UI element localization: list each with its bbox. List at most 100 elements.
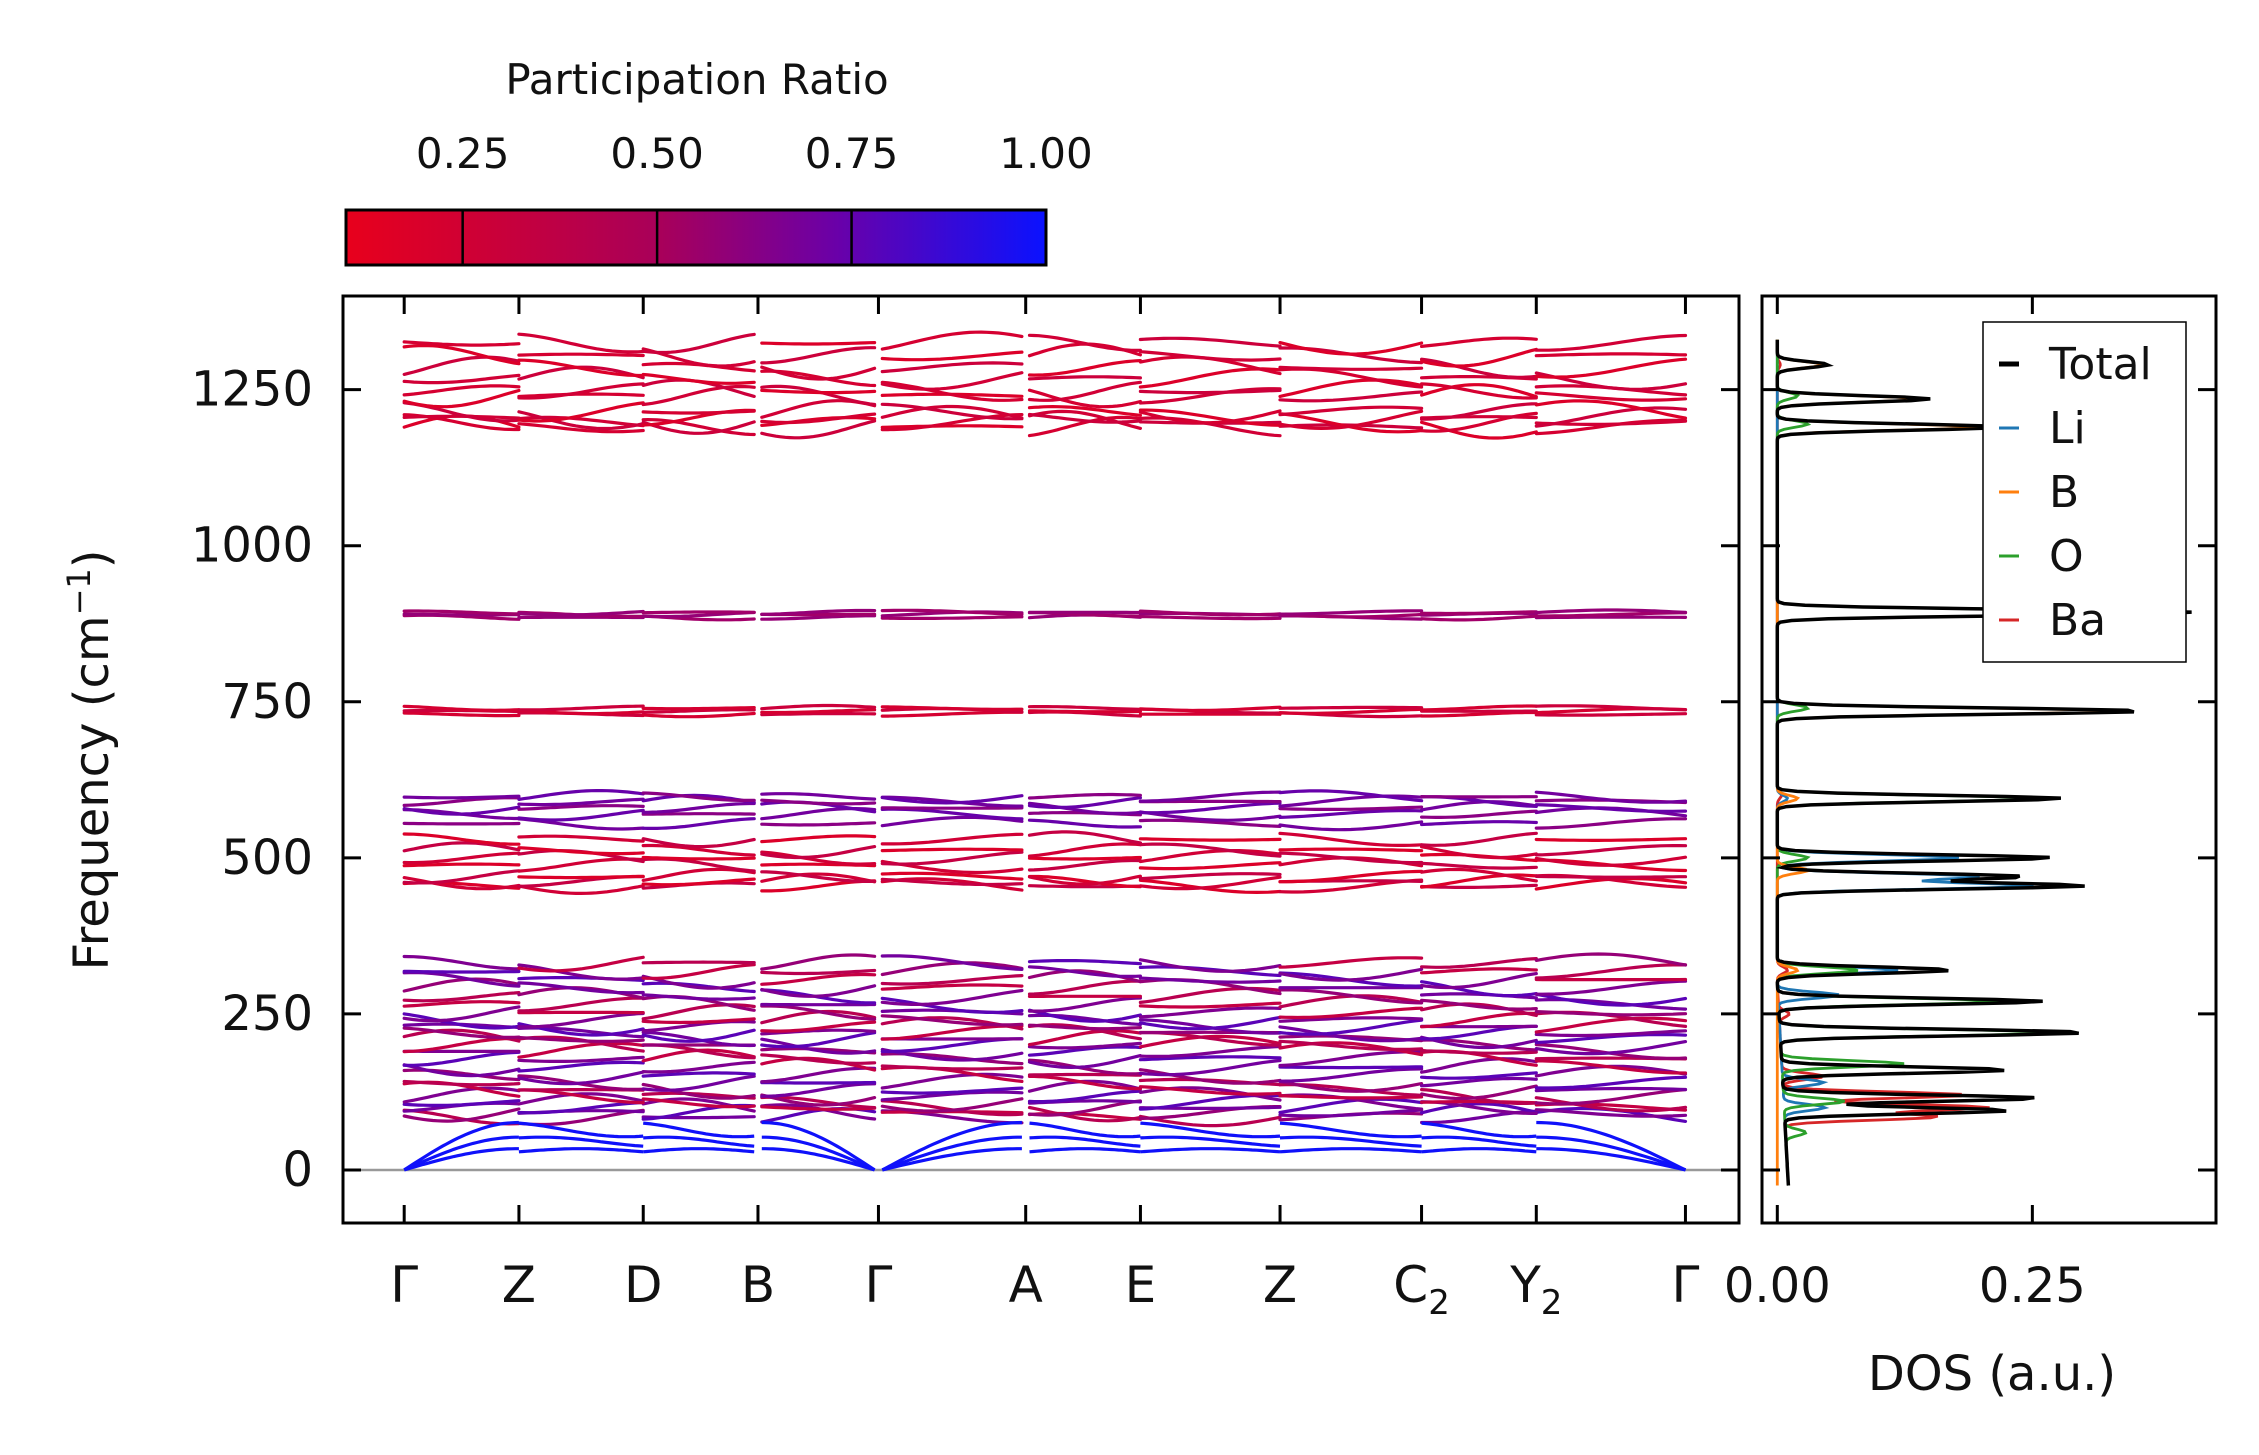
phonon-band xyxy=(641,332,756,355)
phonon-band xyxy=(1138,958,1282,973)
phonon-band xyxy=(880,996,1024,1014)
phonon-band xyxy=(760,608,877,616)
phonon-band xyxy=(880,380,1024,402)
phonon-band xyxy=(1138,1114,1282,1128)
phonon-band xyxy=(517,884,645,895)
phonon-band xyxy=(880,413,1024,432)
phonon-band xyxy=(760,388,877,395)
phonon-band xyxy=(1027,1054,1142,1070)
phonon-band xyxy=(641,1082,756,1100)
acoustic-branch xyxy=(1279,1147,1422,1154)
phonon-band xyxy=(1278,805,1424,811)
phonon-band xyxy=(641,384,756,407)
dos-lines xyxy=(1775,339,2192,1186)
phonon-band xyxy=(1138,976,1282,984)
phonon-band xyxy=(880,1086,1024,1095)
phonon-band xyxy=(880,961,1024,977)
phonon-band xyxy=(1420,1057,1538,1074)
phonon-band xyxy=(1534,1040,1688,1056)
phonon-band xyxy=(880,705,1024,711)
phonon-band xyxy=(880,1097,1024,1113)
phonon-band xyxy=(402,340,521,347)
phonon-band xyxy=(1420,1035,1538,1050)
phonon-band xyxy=(1534,1108,1688,1118)
phonon-band xyxy=(1420,809,1538,819)
phonon-band xyxy=(517,332,645,354)
phonon-band xyxy=(1420,420,1538,440)
phonon-band xyxy=(641,791,756,802)
phonon-band xyxy=(641,817,756,830)
phonon-band xyxy=(1027,830,1142,845)
phonon-band xyxy=(880,794,1024,805)
phonon-band xyxy=(517,401,645,423)
phonon-band xyxy=(517,410,645,431)
phonon-band xyxy=(1278,705,1424,710)
phonon-band xyxy=(1420,347,1538,368)
acoustic-branch xyxy=(643,1121,755,1139)
phonon-band xyxy=(402,388,521,409)
phonon-band xyxy=(402,991,521,1003)
acoustic-branch xyxy=(1140,1135,1281,1148)
phonon-band xyxy=(760,1066,877,1084)
acoustic-branch xyxy=(761,1120,876,1172)
phonon-band xyxy=(402,841,521,853)
legend-label-o: O xyxy=(2049,531,2084,582)
k-point-label: Y2 xyxy=(1509,1256,1562,1323)
phonon-band xyxy=(1027,1105,1142,1123)
phonon-band xyxy=(1278,967,1424,982)
phonon-band xyxy=(1534,333,1688,352)
phonon-band xyxy=(641,963,756,980)
phonon-band xyxy=(641,801,756,814)
phonon-band xyxy=(760,1037,877,1055)
acoustic-branch xyxy=(1421,1147,1537,1154)
y-tick-label: 750 xyxy=(221,674,313,730)
phonon-band xyxy=(1420,1048,1538,1055)
phonon-band xyxy=(1278,365,1424,371)
phonon-band xyxy=(517,963,645,981)
phonon-band xyxy=(402,711,521,718)
phonon-band xyxy=(1420,1071,1538,1080)
phonon-band xyxy=(1420,972,1538,990)
y-axis-label: Frequency (cm−1) xyxy=(60,549,120,970)
phonon-band xyxy=(760,703,877,711)
phonon-band xyxy=(1138,875,1282,891)
phonon-band xyxy=(760,984,877,998)
phonon-band xyxy=(1534,357,1688,379)
phonon-band xyxy=(1420,967,1538,975)
acoustic-branch xyxy=(518,1147,644,1154)
phonon-band xyxy=(641,706,756,711)
phonon-band xyxy=(1027,1029,1142,1047)
phonon-band xyxy=(517,804,645,811)
phonon-band xyxy=(1278,378,1424,398)
phonon-band xyxy=(760,1093,877,1107)
phonon-band xyxy=(1027,959,1142,966)
dos-axis-ticks: 0.00 0.25 xyxy=(1724,296,2216,1314)
phonon-band xyxy=(1420,610,1538,616)
acoustic-branch xyxy=(403,1120,519,1172)
phonon-band xyxy=(760,1056,877,1072)
phonon-band xyxy=(1534,1059,1688,1075)
phonon-band xyxy=(641,1060,756,1074)
phonon-band xyxy=(1027,996,1142,1013)
phonon-band xyxy=(641,855,756,861)
phonon-band xyxy=(641,711,756,719)
phonon-band xyxy=(402,355,521,376)
phonon-band xyxy=(1027,858,1142,872)
phonon-band xyxy=(1138,388,1282,395)
phonon-band xyxy=(1027,1074,1142,1091)
phonon-band xyxy=(1027,1045,1142,1057)
phonon-band xyxy=(880,1014,1024,1027)
phonon-band xyxy=(402,862,521,868)
k-point-label: D xyxy=(624,1256,663,1314)
phonon-band xyxy=(1534,712,1688,717)
phonon-band xyxy=(1420,1002,1538,1018)
phonon-band xyxy=(1138,609,1282,617)
phonon-band xyxy=(1278,847,1424,853)
phonon-band xyxy=(760,850,877,866)
phonon-band xyxy=(1420,883,1538,889)
phonon-band xyxy=(402,869,521,885)
phonon-band xyxy=(402,1086,521,1104)
phonon-band xyxy=(517,1041,645,1059)
acoustic-branch xyxy=(1029,1121,1141,1139)
acoustic-branch xyxy=(881,1147,1022,1172)
